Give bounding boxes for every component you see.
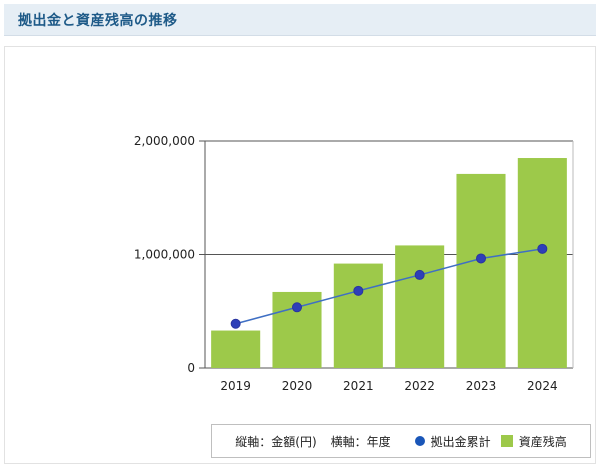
chart: 0 1,000,000 2,000,000 2019 2020 2021 2022 2023 2…	[134, 134, 574, 393]
line-point-2021	[353, 285, 364, 296]
chart-legend: 縦軸：金額(円) 横軸：年度 拠出金累計 資産残高	[211, 424, 591, 458]
x-tick-label: 2023	[466, 379, 497, 393]
legend-item-line: 拠出金累計	[414, 433, 491, 450]
bar-2024	[517, 158, 567, 368]
legend-item-bar: 資産残高	[500, 433, 567, 450]
bar-2023	[456, 173, 506, 368]
y-tick-label: 0	[187, 361, 195, 375]
x-tick-label: 2022	[404, 379, 435, 393]
line-point-2020	[292, 302, 302, 313]
bar-2021	[333, 263, 383, 368]
x-tick-label: 2020	[282, 379, 313, 393]
line-point-2023	[476, 253, 486, 264]
legend-bar-marker	[500, 435, 513, 447]
page-header: 拠出金と資産残高の推移	[4, 4, 596, 36]
legend-vertical-note: 縦軸：金額(円)	[235, 434, 317, 449]
bar-2022	[395, 245, 445, 368]
legend-horizontal-note: 横軸：年度	[330, 434, 391, 449]
y-tick-label: 1,000,000	[134, 248, 195, 262]
line-point-2022	[414, 269, 425, 280]
page-title: 拠出金と資産残高の推移	[18, 12, 178, 29]
x-tick-label: 2019	[220, 379, 251, 393]
line-point-2024	[537, 243, 548, 254]
legend-line-marker	[414, 436, 425, 446]
line-point-2019	[230, 318, 241, 329]
x-tick-label: 2021	[343, 379, 374, 393]
line-series	[235, 248, 543, 325]
legend-line-label: 拠出金累計	[430, 434, 491, 449]
bar-2019	[211, 330, 261, 368]
y-tick-label: 2,000,000	[134, 134, 195, 148]
legend-bar-label: 資産残高	[518, 434, 567, 449]
x-tick-label: 2024	[527, 379, 558, 393]
chart-panel: 0 1,000,000 2,000,000 2019 2020 2021 2022 2023 2…	[4, 46, 596, 464]
